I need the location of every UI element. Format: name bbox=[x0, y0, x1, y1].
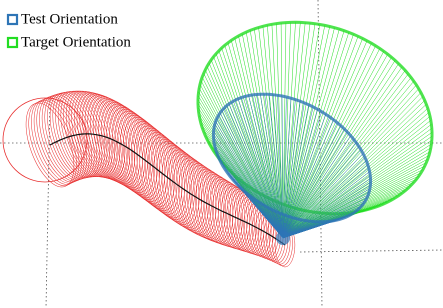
legend-label: Test Orientation bbox=[21, 11, 118, 27]
legend: Test Orientation Target Orientation bbox=[8, 11, 131, 50]
axis-line bbox=[46, 100, 50, 308]
test-ray bbox=[283, 154, 363, 239]
test-ray bbox=[216, 121, 283, 238]
apex bbox=[276, 231, 290, 245]
legend-swatch bbox=[8, 38, 17, 47]
legend-swatch bbox=[8, 15, 17, 24]
page: Test Orientation Target Orientation (() … bbox=[0, 0, 443, 308]
target-cone bbox=[198, 22, 432, 238]
axis-line bbox=[300, 250, 443, 252]
test-cone bbox=[213, 94, 370, 245]
legend-label: Target Orientation bbox=[21, 34, 131, 50]
plot-3d: Test Orientation Target Orientation bbox=[0, 0, 443, 308]
